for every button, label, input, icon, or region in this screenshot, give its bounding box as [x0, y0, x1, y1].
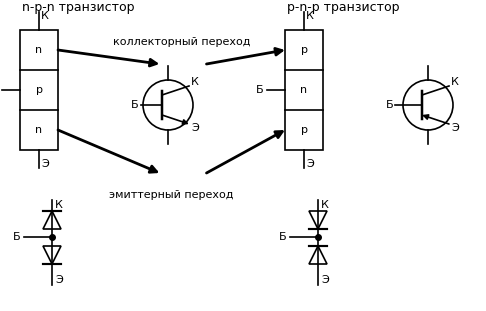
Text: p: p	[300, 125, 308, 135]
Text: К: К	[306, 11, 314, 21]
Text: Э: Э	[55, 275, 63, 285]
Text: n: n	[35, 125, 43, 135]
Text: эмиттерный переход: эмиттерный переход	[109, 190, 234, 200]
Text: p: p	[35, 85, 42, 95]
Text: Б: Б	[130, 100, 138, 110]
Text: Э: Э	[41, 159, 49, 169]
Text: К: К	[41, 11, 49, 21]
Text: К: К	[451, 77, 459, 87]
Text: К: К	[55, 200, 63, 210]
Text: Б: Б	[12, 232, 20, 242]
Text: К: К	[191, 77, 199, 87]
Text: Б: Б	[278, 232, 286, 242]
Text: n: n	[35, 45, 43, 55]
Text: Э: Э	[191, 123, 199, 133]
Text: n-p-n транзистор: n-p-n транзистор	[22, 2, 135, 15]
Text: Б: Б	[385, 100, 393, 110]
Text: Э: Э	[321, 275, 329, 285]
Text: Б: Б	[255, 85, 263, 95]
Text: n: n	[300, 85, 308, 95]
Text: К: К	[321, 200, 329, 210]
Text: p-n-p транзистор: p-n-p транзистор	[287, 2, 399, 15]
Text: Э: Э	[451, 123, 459, 133]
Text: p: p	[300, 45, 308, 55]
Text: коллекторный переход: коллекторный переход	[113, 37, 250, 47]
Text: Э: Э	[306, 159, 314, 169]
